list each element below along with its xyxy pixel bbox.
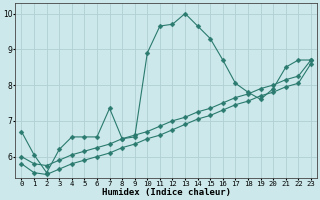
X-axis label: Humidex (Indice chaleur): Humidex (Indice chaleur)	[102, 188, 231, 197]
